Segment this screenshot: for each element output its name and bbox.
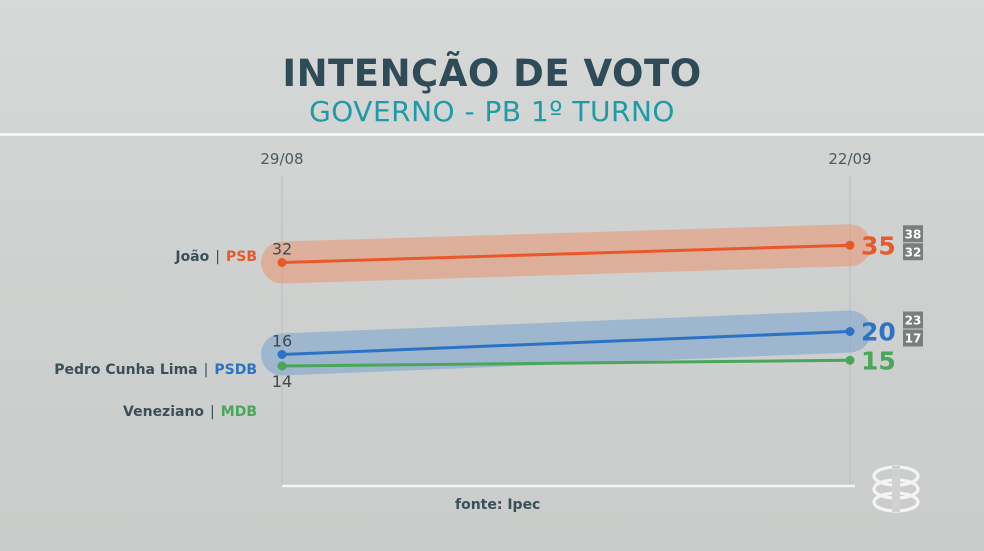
margin-lower-box	[903, 243, 923, 261]
broadcaster-logo-icon	[872, 465, 920, 513]
header-divider	[0, 133, 984, 136]
data-label-start: 14	[272, 372, 292, 391]
candidate-name: João	[175, 249, 210, 265]
label-separator: |	[215, 249, 220, 265]
chart-subtitle: GOVERNO - PB 1º TURNO	[309, 95, 675, 128]
data-point	[277, 258, 287, 267]
x-tick-label: 22/09	[828, 150, 871, 168]
data-label-end: 20	[861, 318, 896, 347]
data-point	[277, 350, 287, 359]
chart-title: INTENÇÃO DE VOTO	[282, 52, 702, 95]
data-point	[277, 361, 287, 371]
label-separator: |	[210, 404, 215, 420]
margin-upper-box	[903, 311, 923, 329]
margin-upper-box	[903, 225, 923, 243]
label-separator: |	[203, 362, 209, 378]
source-note: fonte: Ipec	[455, 497, 541, 513]
series-line	[281, 358, 851, 368]
series-line	[281, 243, 851, 264]
candidate-label-joao: João | PSB	[175, 249, 257, 265]
data-label-start: 32	[272, 240, 292, 259]
series-line	[281, 330, 851, 356]
margin-lower-label: 17	[905, 332, 922, 346]
candidate-label-pedro: Pedro Cunha Lima | PSDB	[54, 362, 257, 378]
data-label-start: 16	[272, 332, 292, 351]
candidate-party: MDB	[220, 404, 257, 420]
data-label-end: 15	[861, 346, 896, 375]
candidate-name: Veneziano	[123, 404, 205, 420]
margin-lower-label: 32	[905, 245, 922, 259]
candidate-party: PSB	[225, 249, 257, 265]
margin-upper-label: 38	[905, 227, 922, 241]
data-point	[845, 327, 855, 336]
margin-lower-box	[903, 329, 923, 347]
data-point	[845, 240, 855, 250]
margin-upper-label: 23	[905, 314, 922, 328]
data-point	[845, 355, 855, 365]
x-tick-label: 29/08	[260, 150, 303, 168]
candidate-name: Pedro Cunha Lima	[54, 362, 198, 378]
candidate-party: PSDB	[214, 362, 257, 378]
candidate-label-veneziano: Veneziano | MDB	[123, 404, 257, 420]
data-label-end: 35	[861, 231, 896, 260]
